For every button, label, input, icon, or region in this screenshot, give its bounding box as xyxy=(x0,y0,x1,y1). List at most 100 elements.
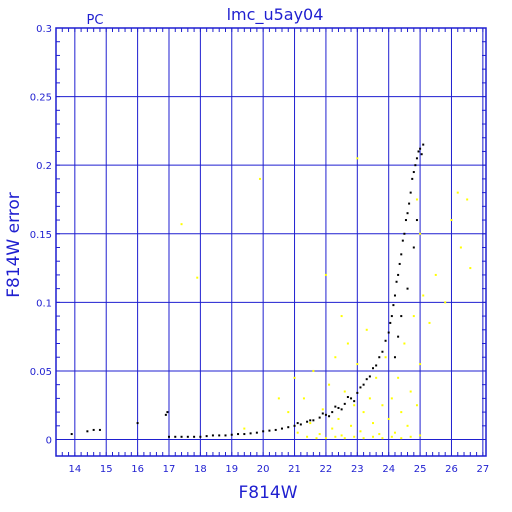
data-points xyxy=(70,143,472,440)
data-point xyxy=(368,397,371,400)
data-point xyxy=(359,386,362,389)
data-point xyxy=(70,433,73,436)
data-point xyxy=(324,273,327,276)
data-point xyxy=(309,422,312,425)
x-tick-label: 15 xyxy=(100,464,113,475)
data-point xyxy=(406,424,409,427)
data-point xyxy=(400,437,403,440)
data-point xyxy=(243,433,246,436)
data-point xyxy=(387,331,390,334)
data-point xyxy=(397,273,400,276)
y-tick-label: 0.3 xyxy=(36,24,52,35)
data-point xyxy=(324,413,327,416)
data-point xyxy=(375,376,378,379)
x-tick-label: 23 xyxy=(351,464,364,475)
data-point xyxy=(362,437,365,440)
data-point xyxy=(309,419,312,422)
data-point xyxy=(312,419,315,422)
data-point xyxy=(400,315,403,318)
data-point xyxy=(324,437,327,440)
grid-lines xyxy=(56,27,486,456)
data-point xyxy=(393,294,396,297)
data-point xyxy=(392,304,395,307)
data-point xyxy=(393,431,396,434)
data-point xyxy=(356,363,359,366)
data-point xyxy=(318,433,321,436)
data-point xyxy=(353,400,356,403)
data-point xyxy=(414,164,417,167)
data-point xyxy=(422,143,425,146)
data-point xyxy=(180,435,183,438)
data-point xyxy=(318,416,321,419)
data-point xyxy=(415,198,418,201)
data-point xyxy=(381,437,384,440)
data-point xyxy=(404,219,407,222)
data-point xyxy=(136,422,139,425)
data-point xyxy=(378,433,381,436)
x-tick-label: 22 xyxy=(320,464,333,475)
data-point xyxy=(346,342,349,345)
data-point xyxy=(390,435,393,438)
data-point xyxy=(287,426,290,429)
data-point xyxy=(415,219,418,222)
data-point xyxy=(362,383,365,386)
data-point xyxy=(417,150,420,153)
data-point xyxy=(384,339,387,342)
data-point xyxy=(86,430,89,433)
data-point xyxy=(408,202,411,205)
data-point xyxy=(398,262,401,265)
data-point xyxy=(312,369,315,372)
x-tick-label: 26 xyxy=(445,464,458,475)
y-tick-label: 0 xyxy=(46,436,52,447)
plot-frame xyxy=(55,27,487,457)
x-tick-label: 14 xyxy=(68,464,81,475)
data-point xyxy=(343,437,346,440)
data-point xyxy=(321,412,324,415)
data-point xyxy=(296,431,299,434)
corner-label: PC xyxy=(87,13,104,28)
data-point xyxy=(409,435,412,438)
data-point xyxy=(375,364,378,367)
x-tick-label: 27 xyxy=(476,464,489,475)
data-point xyxy=(167,435,170,438)
data-point xyxy=(372,367,375,370)
series-points xyxy=(180,157,472,440)
data-point xyxy=(406,212,409,215)
data-point xyxy=(193,435,196,438)
data-point xyxy=(180,223,183,226)
data-point xyxy=(293,376,296,379)
data-point xyxy=(356,157,359,160)
y-tick-label: 0.15 xyxy=(30,230,52,241)
data-point xyxy=(390,397,393,400)
y-tick-label: 0.1 xyxy=(36,298,52,309)
data-point xyxy=(255,431,258,434)
data-point xyxy=(353,404,356,407)
data-point xyxy=(306,435,309,438)
data-point xyxy=(340,434,343,437)
data-point xyxy=(403,232,406,235)
data-point xyxy=(393,356,396,359)
chart-title: lmc_u5ay04 xyxy=(227,5,324,25)
data-point xyxy=(280,427,283,430)
x-tick-label: 24 xyxy=(382,464,395,475)
data-point xyxy=(378,356,381,359)
x-tick-label: 25 xyxy=(414,464,427,475)
data-point xyxy=(415,157,418,160)
data-point xyxy=(262,430,265,433)
data-point xyxy=(372,422,375,425)
data-point xyxy=(412,171,415,174)
data-point xyxy=(419,363,422,366)
data-point xyxy=(395,280,398,283)
data-point xyxy=(259,177,262,180)
data-point xyxy=(400,253,403,256)
data-point xyxy=(243,427,246,430)
data-point xyxy=(350,424,353,427)
data-point xyxy=(419,434,422,437)
series-points xyxy=(70,143,425,438)
data-point xyxy=(444,301,447,304)
data-point xyxy=(387,417,390,420)
data-point xyxy=(397,376,400,379)
x-tick-label: 21 xyxy=(288,464,301,475)
data-point xyxy=(340,408,343,411)
